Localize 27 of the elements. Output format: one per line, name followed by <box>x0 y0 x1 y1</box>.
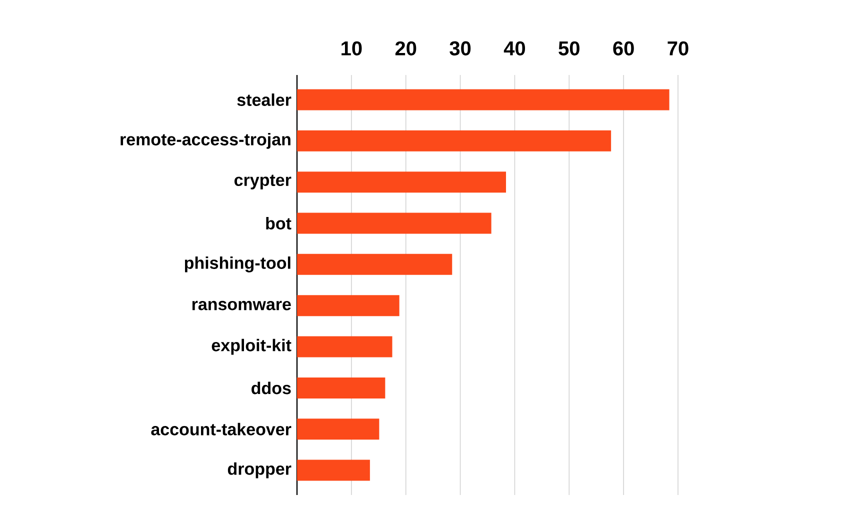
y-tick-label: ddos <box>252 382 291 394</box>
x-tick-label: 50 <box>558 41 580 56</box>
x-tick-label: 10 <box>342 41 362 56</box>
x-tick-label: 30 <box>450 41 471 56</box>
bar <box>297 212 492 234</box>
x-tick-label: 70 <box>668 41 688 56</box>
bar <box>297 254 452 275</box>
y-tick-label: dropper <box>228 462 292 478</box>
y-tick-label: exploit-kit <box>212 338 292 355</box>
x-tick-label: 40 <box>504 41 526 56</box>
y-tick-label: remote-access-trojan <box>120 132 290 149</box>
y-tick-label: crypter <box>234 174 292 190</box>
y-tick-label: stealer <box>237 93 292 106</box>
x-tick-label: 60 <box>613 41 634 56</box>
bar <box>297 460 370 481</box>
bar <box>297 172 506 193</box>
bar <box>297 295 400 316</box>
bar <box>297 89 670 110</box>
bar <box>297 130 612 152</box>
bar <box>297 377 386 398</box>
bar <box>297 418 380 440</box>
y-tick-label: bot <box>266 217 292 230</box>
y-tick-label: ransomware <box>192 300 291 310</box>
y-tick-label: phishing-tool <box>184 256 290 272</box>
x-tick-label: 20 <box>395 41 416 56</box>
bar <box>297 336 392 358</box>
y-tick-label: account-takeover <box>151 422 292 436</box>
